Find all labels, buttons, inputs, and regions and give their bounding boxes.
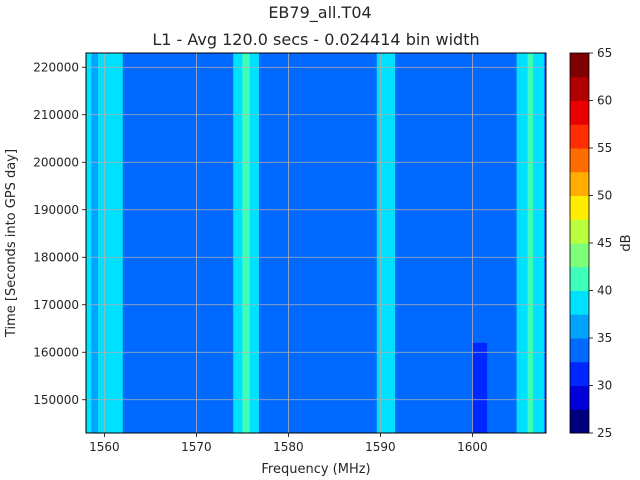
y-tick-label: 180000 bbox=[33, 250, 79, 264]
colorbar-tick-label: 30 bbox=[597, 379, 612, 393]
heatmap-band bbox=[376, 53, 396, 433]
colorbar-segment bbox=[570, 53, 589, 78]
colorbar-segment bbox=[570, 171, 589, 196]
heatmap-band bbox=[242, 53, 250, 433]
x-axis-label: Frequency (MHz) bbox=[261, 462, 370, 477]
colorbar-segment bbox=[570, 148, 589, 173]
colorbar-tick-label: 45 bbox=[597, 236, 612, 250]
colorbar-segment bbox=[570, 290, 589, 315]
colorbar-segment bbox=[570, 124, 589, 149]
x-tick-label: 1570 bbox=[181, 440, 212, 454]
plot-background bbox=[86, 53, 546, 433]
y-axis-label: Time [Seconds into GPS day] bbox=[4, 149, 19, 338]
y-tick-label: 220000 bbox=[33, 60, 79, 74]
x-tick-label: 1590 bbox=[365, 440, 396, 454]
y-tick-label: 160000 bbox=[33, 345, 79, 359]
colorbar-segment bbox=[570, 338, 589, 363]
x-tick-label: 1560 bbox=[89, 440, 120, 454]
heatmap-band bbox=[91, 53, 98, 433]
heatmap-band bbox=[86, 53, 92, 433]
y-tick-label: 170000 bbox=[33, 298, 79, 312]
colorbar-segment bbox=[570, 219, 589, 244]
y-tick-label: 190000 bbox=[33, 203, 79, 217]
heatmap-band bbox=[97, 53, 123, 433]
colorbar-segment bbox=[570, 76, 589, 101]
chart-subtitle: L1 - Avg 120.0 secs - 0.024414 bin width bbox=[152, 30, 479, 49]
colorbar-segment bbox=[570, 100, 589, 125]
colorbar-segment bbox=[570, 266, 589, 291]
heatmap-band bbox=[527, 53, 534, 433]
colorbar-tick-label: 55 bbox=[597, 141, 612, 155]
x-tick-label: 1580 bbox=[273, 440, 304, 454]
colorbar-tick-label: 50 bbox=[597, 189, 612, 203]
plot-frame bbox=[85, 52, 547, 434]
colorbar-label: dB bbox=[619, 234, 634, 251]
colorbar-tick-label: 35 bbox=[597, 331, 612, 345]
colorbar-segment bbox=[570, 361, 589, 386]
y-tick-label: 150000 bbox=[33, 393, 79, 407]
colorbar-tick-label: 25 bbox=[597, 426, 612, 440]
colorbar-segment bbox=[570, 243, 589, 268]
colorbar-segment bbox=[570, 409, 589, 434]
x-tick-label: 1600 bbox=[457, 440, 488, 454]
chart-title: EB79_all.T04 bbox=[268, 3, 371, 23]
colorbar-segment bbox=[570, 385, 589, 410]
colorbar-tick-label: 65 bbox=[597, 46, 612, 60]
colorbar-tick-label: 60 bbox=[597, 94, 612, 108]
colorbar-segment bbox=[570, 314, 589, 339]
colorbar-tick-label: 40 bbox=[597, 284, 612, 298]
colorbar-segment bbox=[570, 195, 589, 220]
y-tick-label: 200000 bbox=[33, 155, 79, 169]
y-tick-label: 210000 bbox=[33, 108, 79, 122]
heatmap-low-region bbox=[472, 342, 488, 433]
